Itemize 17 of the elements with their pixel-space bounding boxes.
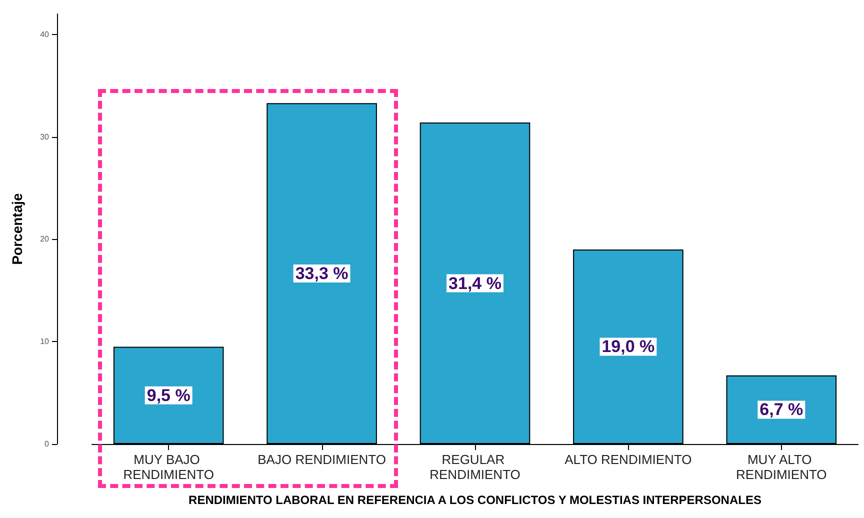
x-tick-label: ALTO RENDIMIENTO bbox=[564, 452, 692, 467]
x-axis-title: RENDIMIENTO LABORAL EN REFERENCIA A LOS CONFLICTOS Y MOLESTIAS INTERPERSONALES bbox=[188, 493, 762, 507]
y-axis-title: Porcentaje bbox=[9, 192, 25, 265]
data-label: 19,0 % bbox=[602, 337, 655, 356]
y-tick-label: 40 bbox=[40, 30, 50, 39]
y-tick-label: 10 bbox=[40, 337, 50, 346]
x-tick-label: REGULAR RENDIMIENTO bbox=[430, 452, 520, 482]
y-tick-label: 30 bbox=[40, 132, 50, 142]
y-tick-label: 0 bbox=[44, 440, 50, 448]
data-label: 9,5 % bbox=[146, 386, 190, 405]
data-label: 6,7 % bbox=[760, 400, 804, 420]
x-tick-label: MUY BAJO RENDIMIENTO bbox=[123, 452, 214, 482]
x-tick-label: MUY ALTO RENDIMIENTO bbox=[736, 452, 827, 482]
x-tick-label: BAJO RENDIMIENTO bbox=[258, 452, 386, 467]
data-label: 33,3 % bbox=[295, 264, 348, 284]
y-tick-label: 20 bbox=[40, 234, 50, 244]
data-label: 31,4 % bbox=[448, 274, 502, 293]
